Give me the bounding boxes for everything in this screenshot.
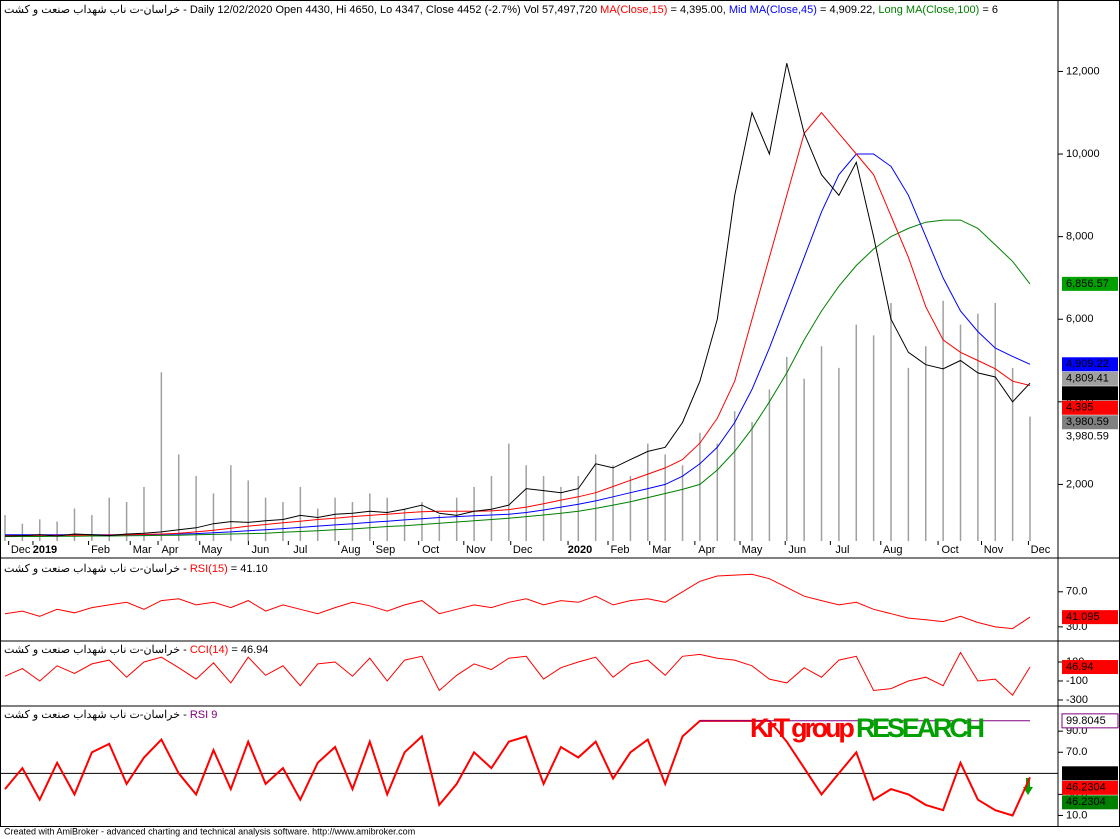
series-line: [4, 63, 1031, 537]
x-tick-label: Jul: [835, 544, 849, 556]
value-box-label: 3,980.59: [1066, 431, 1109, 443]
x-tick-label: Apr: [161, 544, 178, 556]
title-part: = 6: [979, 4, 998, 16]
value-box-label: 4,452: [1066, 387, 1094, 399]
y-tick-label: 70.0: [1066, 746, 1087, 758]
title-part: = 46.94: [228, 644, 268, 656]
value-box: [1062, 371, 1118, 386]
value-box: [1062, 660, 1118, 675]
y-tick-label: 70.0: [1066, 586, 1087, 598]
title-part: = 4,395.00,: [667, 4, 728, 16]
value-box: [1062, 400, 1118, 415]
value-box-label: 6,856.57: [1066, 278, 1109, 290]
x-tick-label: Mar: [133, 544, 152, 556]
x-tick-label: Feb: [91, 544, 110, 556]
value-box-label: 4,909.22: [1066, 358, 1109, 370]
x-tick-label: Sep: [376, 544, 396, 556]
panel-title: خراسان-ت ناب شهداب صنعت و کشت - CCI(14) …: [4, 644, 268, 656]
x-tick-label: 2020: [568, 544, 592, 556]
x-tick-label: Mar: [652, 544, 671, 556]
watermark-part: RESEARCH: [856, 713, 985, 743]
value-box-label: 46.2304: [1066, 796, 1106, 808]
value-box: [1062, 386, 1118, 401]
value-box: [1062, 276, 1118, 291]
footer: Created with AmiBroker - advanced charti…: [4, 826, 415, 836]
x-tick-label: Nov: [466, 544, 486, 556]
series-line: [4, 719, 1031, 817]
value-box: [1062, 766, 1118, 781]
y-tick-label: 6,000: [1066, 313, 1094, 325]
x-tick-label: Oct: [422, 544, 439, 556]
panel-title: خراسان-ت ناب شهداب صنعت و کشت - Daily 12…: [4, 4, 998, 16]
value-box-label: 41.095: [1066, 611, 1100, 623]
value-box: [1062, 780, 1118, 795]
x-tick-label: Jun: [788, 544, 806, 556]
value-box-label: 4,395: [1066, 402, 1094, 414]
y-tick-label: 10,000: [1066, 148, 1100, 160]
y-tick-label: 2,000: [1066, 478, 1094, 490]
y-tick-label: -100: [1066, 675, 1088, 687]
y-tick-label: 12,000: [1066, 65, 1100, 77]
value-box: [1061, 713, 1119, 729]
x-tick-label: Dec: [11, 544, 31, 556]
title-part: = 4,909.22,: [817, 4, 878, 16]
x-tick-label: Oct: [942, 544, 959, 556]
title-part: RSI(15): [190, 563, 228, 575]
value-box-label: 50: [1066, 767, 1078, 779]
watermark-part: KrT group: [750, 713, 859, 743]
y-tick-label: -300: [1066, 694, 1088, 706]
x-tick-label: May: [742, 544, 763, 556]
watermark: KrT group RESEARCH: [750, 713, 985, 743]
series-line: [5, 153, 1031, 536]
value-box: [1062, 610, 1118, 625]
value-box-label: 99.8045: [1066, 715, 1106, 727]
value-box-label: 4,809.41: [1066, 373, 1109, 385]
x-tick-label: Feb: [611, 544, 630, 556]
series-line: [5, 219, 1031, 537]
title-part: خراسان-ت ناب شهداب صنعت و کشت - Daily 12…: [4, 4, 600, 16]
title-part: = 41.10: [228, 563, 268, 575]
value-box: [1062, 415, 1118, 430]
value-box: [1062, 795, 1118, 810]
x-tick-label: May: [201, 544, 222, 556]
panel-title: خراسان-ت ناب شهداب صنعت و کشت - RSI(15) …: [4, 563, 268, 575]
x-tick-label: Dec: [1031, 544, 1051, 556]
value-box-label: 3,980.59: [1066, 416, 1109, 428]
x-tick-label: Dec: [513, 544, 533, 556]
x-tick-label: Jun: [252, 544, 270, 556]
panel-title: خراسان-ت ناب شهداب صنعت و کشت - RSI 9: [4, 709, 217, 721]
value-box: [1062, 429, 1118, 444]
arrow-icon: [1023, 778, 1033, 795]
x-tick-label: Aug: [883, 544, 903, 556]
x-tick-label: 2019: [33, 544, 57, 556]
title-part: خراسان-ت ناب شهداب صنعت و کشت -: [4, 563, 190, 575]
series-line: [5, 111, 1031, 537]
series-line: [4, 651, 1031, 696]
value-box: [1062, 357, 1118, 372]
title-part: Mid MA(Close,45): [729, 4, 817, 16]
value-box-label: 46.94: [1066, 661, 1094, 673]
title-part: RSI 9: [190, 709, 218, 721]
x-tick-label: Apr: [698, 544, 715, 556]
title-part: خراسان-ت ناب شهداب صنعت و کشت -: [4, 644, 190, 656]
x-tick-label: Jul: [293, 544, 307, 556]
x-tick-label: Nov: [984, 544, 1004, 556]
title-part: Long MA(Close,100): [878, 4, 979, 16]
series-line: [4, 573, 1031, 630]
y-tick-label: 10.0: [1066, 809, 1087, 821]
value-box-label: 46.2304: [1066, 782, 1106, 794]
title-part: خراسان-ت ناب شهداب صنعت و کشت -: [4, 709, 190, 721]
title-part: MA(Close,15): [600, 4, 667, 16]
x-tick-label: Aug: [341, 544, 361, 556]
title-part: CCI(14): [190, 644, 229, 656]
y-tick-label: 8,000: [1066, 231, 1094, 243]
